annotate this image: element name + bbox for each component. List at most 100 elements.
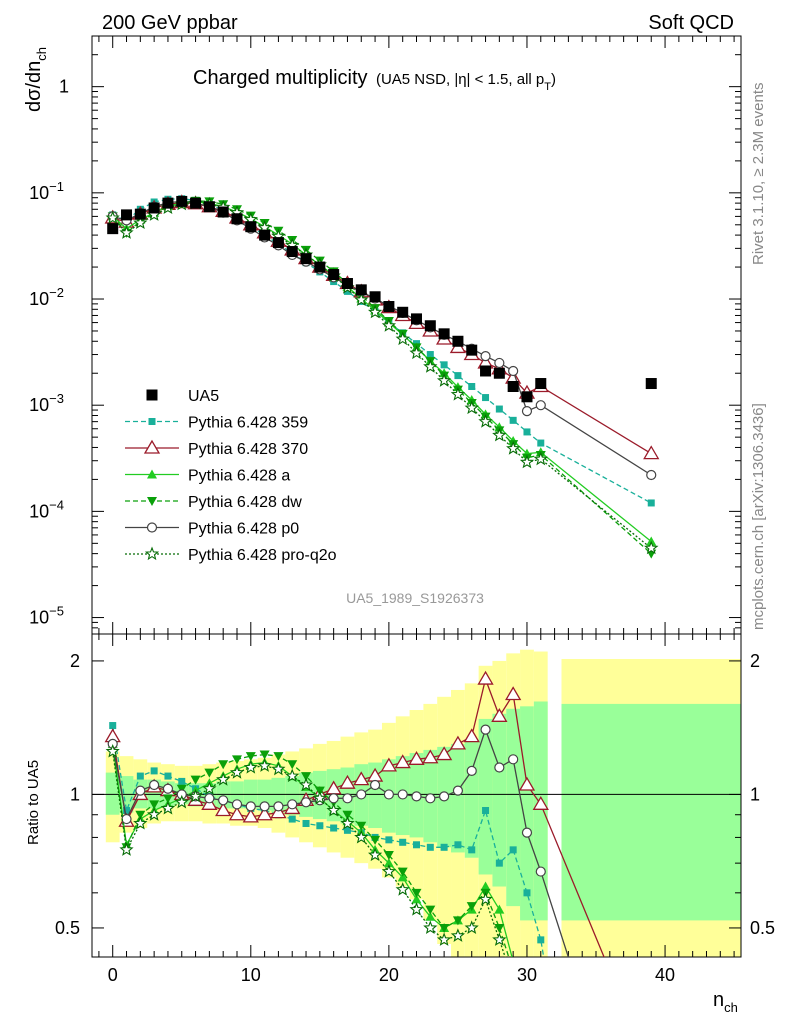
legend-label: UA5 [188, 388, 219, 405]
ratio-point [537, 936, 545, 944]
ratio-point [395, 882, 410, 896]
series-point [647, 499, 655, 507]
ratio-point [202, 781, 217, 795]
x-axis-label: nch [713, 989, 738, 1015]
ratio-point [162, 794, 173, 804]
legend-item: Pythia 6.428 pro-q2o [125, 546, 337, 564]
legend-item: Pythia 6.428 a [125, 468, 290, 485]
ratio-point [369, 779, 381, 791]
legend-item: Pythia 6.428 dw [125, 494, 302, 511]
ratio-point [449, 735, 467, 750]
band-green [520, 706, 534, 921]
ratio-y-tick-label-right: 0.5 [750, 918, 775, 938]
ratio-point [463, 728, 480, 743]
ratio-y-tick-label: 0.5 [55, 918, 80, 938]
series-point [423, 359, 438, 373]
ratio-point [482, 806, 490, 814]
series-point [450, 387, 466, 401]
ratio-point [176, 784, 187, 794]
data-point [314, 261, 326, 273]
series-point [409, 345, 424, 360]
series-layer [104, 194, 660, 957]
series-point [533, 451, 548, 466]
data-point [535, 378, 547, 390]
x-tick-label: 0 [108, 965, 118, 985]
ratio-point [121, 813, 132, 825]
legend-label: Pythia 6.428 370 [188, 441, 308, 458]
ratio-point [423, 920, 438, 935]
ratio-point [381, 864, 397, 878]
series-point [523, 428, 531, 436]
ratio-point [245, 752, 256, 762]
data-point [438, 328, 450, 340]
data-point [300, 253, 312, 265]
ratio-point [532, 796, 549, 810]
series-point [367, 304, 383, 319]
ratio-point [383, 858, 394, 868]
data-point [521, 391, 533, 403]
ratio-point [245, 801, 256, 812]
ratio-point [164, 772, 172, 780]
series-point [508, 365, 519, 377]
x-tick-label: 30 [517, 965, 537, 985]
band-green [506, 708, 521, 907]
ratio-point [135, 785, 146, 796]
ratio-point [478, 891, 493, 906]
header-left-label: 200 GeV ppbar [102, 12, 238, 34]
ratio-point [204, 793, 215, 804]
data-point [148, 202, 160, 214]
ratio-point [340, 816, 355, 830]
ratio-point [146, 807, 162, 821]
ratio-y-tick-label-right: 2 [750, 651, 760, 671]
y-axis-label-sub: ch [34, 47, 49, 61]
band-green [451, 743, 465, 853]
data-point [328, 269, 340, 281]
ratio-point [380, 757, 398, 772]
ratio-point [408, 751, 425, 765]
legend-marker [147, 469, 157, 479]
series-point [492, 427, 507, 442]
data-point [217, 206, 229, 218]
y-tick-label: 10−3 [29, 391, 64, 415]
ratio-point [339, 774, 356, 789]
y-tick-label: 10−2 [29, 285, 64, 309]
data-point [355, 284, 367, 296]
series-point [426, 351, 434, 359]
ratio-point [439, 791, 450, 802]
ratio-point [353, 771, 370, 786]
ratio-point [174, 794, 189, 809]
ratio-point [452, 916, 463, 926]
ratio-point [330, 824, 338, 832]
ratio-point [480, 881, 491, 891]
data-point [507, 380, 519, 392]
side-label-rivet: Rivet 3.1.10, ≥ 2.3M events [750, 83, 767, 266]
ratio-point [505, 686, 522, 701]
ratio-point [468, 846, 476, 854]
ratio-y-axis-label: Ratio to UA5 [25, 760, 42, 845]
ratio-point [356, 821, 367, 831]
ratio-point [495, 859, 503, 867]
legend-label: Pythia 6.428 p0 [188, 521, 299, 538]
series-line [112, 200, 652, 476]
y-axis-label-main: dσ/dn [23, 61, 45, 112]
ratio-point [242, 808, 259, 823]
series-point [480, 350, 491, 362]
ratio-point [440, 843, 448, 851]
band-green [478, 718, 493, 875]
ratio-point [466, 902, 477, 912]
ratio-point [105, 744, 120, 758]
ratio-point [300, 797, 312, 808]
ratio-line [112, 725, 545, 957]
ratio-point [518, 776, 536, 791]
ratio-point [215, 802, 232, 817]
ratio-point [425, 793, 436, 804]
ratio-point [190, 775, 201, 785]
legend-marker [143, 439, 161, 454]
data-point [424, 320, 436, 332]
series-point [646, 469, 657, 481]
ratio-point [397, 872, 408, 882]
ratio-point [413, 841, 420, 849]
ratio-y-tick-label: 1 [70, 784, 80, 804]
ratio-point [229, 765, 245, 779]
data-point [134, 208, 146, 220]
